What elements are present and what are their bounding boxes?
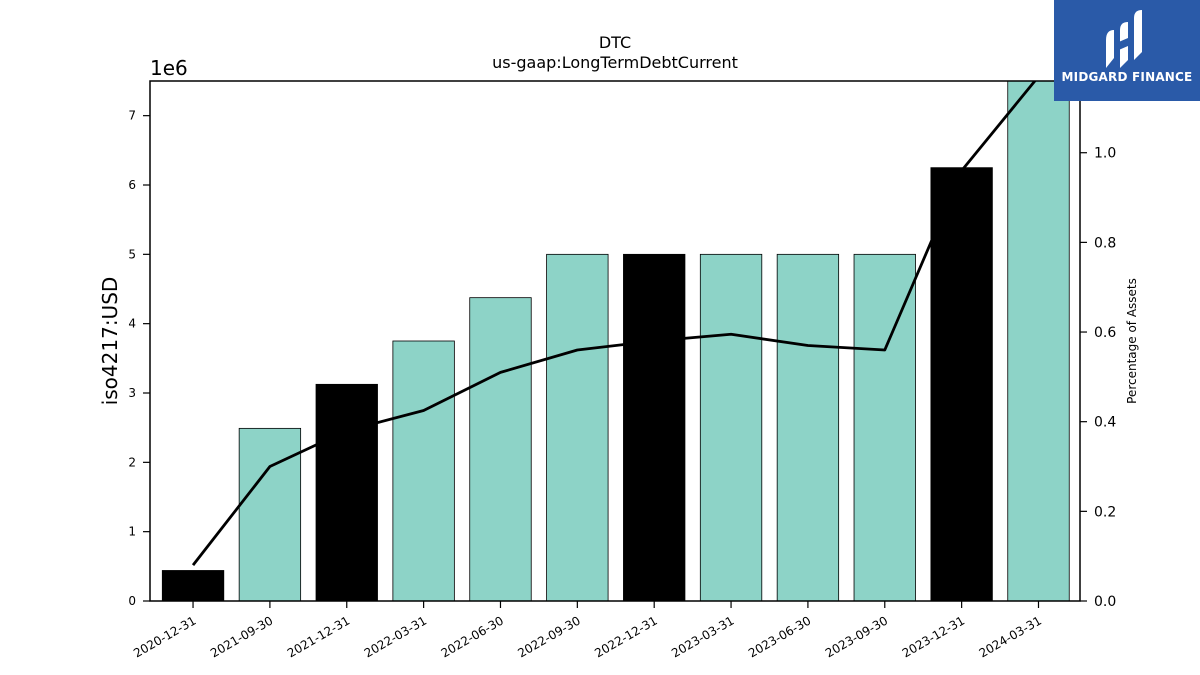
bar-2021-12-31 (315, 383, 378, 601)
bar-2022-12-31 (623, 253, 686, 601)
logo-mark-icon (1106, 10, 1142, 68)
bar-2022-06-30 (469, 297, 532, 601)
y2-tick-label: 0.0 (1094, 594, 1116, 610)
chart-subtitle: us-gaap:LongTermDebtCurrent (492, 53, 738, 72)
bars-group (161, 81, 1070, 601)
y2-axis-label: Percentage of Assets (1125, 278, 1139, 404)
x-tick-label: 2023-12-31 (900, 613, 967, 660)
y-axis-label: iso4217:USD (98, 277, 122, 406)
x-tick-label: 2023-09-30 (823, 613, 890, 660)
y-axis-exponent: 1e6 (150, 56, 188, 80)
y-tick-label: 0 (128, 594, 136, 608)
y-tick-label: 6 (128, 178, 136, 192)
y-tick-label: 5 (128, 247, 136, 261)
bar-2022-03-31 (392, 340, 455, 601)
x-tick-label: 2024-03-31 (977, 613, 1044, 660)
y2-tick-label: 0.2 (1094, 504, 1116, 520)
bar-2021-09-30 (238, 427, 302, 601)
bar-2023-06-30 (776, 253, 840, 601)
y2-tick-label: 0.6 (1094, 325, 1116, 341)
x-tick-label: 2021-09-30 (208, 613, 275, 660)
y-tick-label: 2 (128, 455, 136, 469)
bar-2024-03-31 (1007, 81, 1070, 601)
bar-2023-09-30 (853, 253, 916, 601)
chart-title: DTC (599, 33, 631, 52)
y-tick-label: 7 (128, 109, 136, 123)
percentage-line (191, 81, 1037, 567)
x-tick-label: 2023-06-30 (746, 613, 813, 660)
x-tick-label: 2022-12-31 (592, 613, 659, 660)
x-tick-label: 2023-03-31 (669, 613, 736, 660)
plot-frame (149, 80, 1081, 602)
y2-tick-label: 0.4 (1094, 415, 1116, 431)
y2-tick-label: 0.8 (1094, 235, 1116, 251)
y2-tick-label: 1.0 (1094, 146, 1116, 162)
bar-2020-12-31 (161, 570, 225, 601)
x-tick-label: 2020-12-31 (131, 613, 198, 660)
bar-2023-12-31 (930, 167, 993, 601)
bar-2023-03-31 (699, 253, 763, 601)
line-group (191, 81, 1037, 567)
x-tick-label: 2022-09-30 (515, 613, 582, 660)
y-tick-label: 4 (128, 317, 136, 331)
logo-text: MIDGARD FINANCE (1061, 70, 1193, 84)
bar-2022-09-30 (546, 253, 609, 601)
y-tick-label: 1 (128, 525, 136, 539)
x-tick-label: 2021-12-31 (285, 613, 352, 660)
y-tick-label: 3 (128, 386, 136, 400)
brand-logo: MIDGARD FINANCE (1054, 0, 1200, 101)
x-tick-label: 2022-06-30 (439, 613, 506, 660)
x-tick-label: 2022-03-31 (362, 613, 429, 660)
